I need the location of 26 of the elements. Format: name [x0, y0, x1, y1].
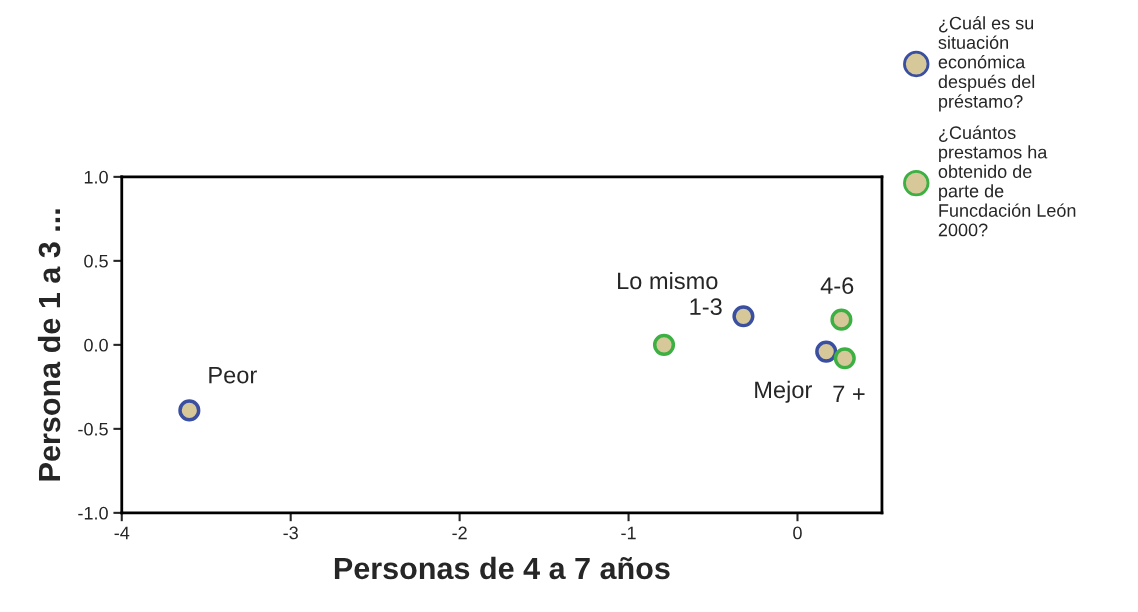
y-tick-label: -0.5: [78, 422, 108, 436]
annotation: Peor: [209, 366, 257, 384]
annotation: Mejor: [755, 380, 812, 403]
point: [815, 340, 838, 363]
point: [652, 333, 676, 356]
annotation: 4-6: [820, 277, 854, 295]
x-tick-label: -4: [114, 526, 130, 540]
point: [732, 305, 755, 328]
y-tick-label: 0.0: [84, 338, 108, 352]
x-tick-label: -3: [283, 526, 298, 540]
point: [830, 308, 853, 331]
point: [833, 347, 856, 370]
annotation: Lo mismo: [618, 271, 718, 290]
y-tick-label: 0.5: [84, 254, 108, 268]
x-tick-label: 0: [793, 526, 802, 540]
x-tick-label: -2: [452, 526, 467, 540]
y-tick-label: -1.0: [78, 506, 108, 520]
y-axis-title: Persona de 1 a 3 ...: [37, 209, 61, 481]
x-tick-label: -1: [621, 526, 636, 540]
point: [178, 399, 201, 422]
x-axis-title: Personas de 4 a 7 años: [334, 556, 670, 580]
legend-label: ¿Cuántos prestamos ha obtenido de parte de Funcdación León 2000?: [938, 125, 1076, 237]
y-tick-label: 1.0: [84, 170, 108, 184]
annotation: 1-3: [690, 298, 722, 316]
annotation: 7 +: [833, 385, 865, 402]
legend-label: ¿Cuál es su situación económica después del préstamo?: [938, 16, 1035, 112]
